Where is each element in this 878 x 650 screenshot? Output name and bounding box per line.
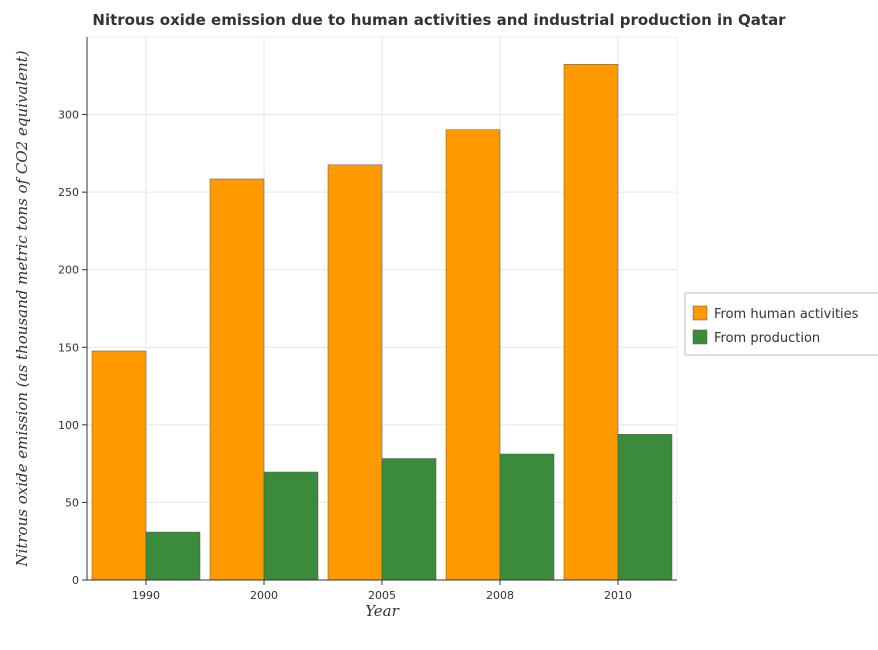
x-axis-label: Year <box>365 602 399 620</box>
bar-production-2000 <box>264 472 318 580</box>
bar-human-activities-2010 <box>564 64 618 580</box>
legend-swatch <box>693 306 707 320</box>
y-tick-label: 300 <box>58 109 79 122</box>
x-ticks: 1990 2000 2005 2008 2010 <box>132 580 632 602</box>
y-tick-label: 100 <box>58 419 79 432</box>
x-tick-label: 2000 <box>250 589 278 602</box>
bar-human-activities-1990 <box>92 351 146 580</box>
legend-swatch <box>693 330 707 344</box>
bar-production-2010 <box>618 434 672 580</box>
y-tick-label: 0 <box>72 574 79 587</box>
bar-production-2005 <box>382 459 436 580</box>
chart-title: Nitrous oxide emission due to human acti… <box>92 11 786 29</box>
y-axis-label: Nitrous oxide emission (as thousand metr… <box>13 50 31 567</box>
bar-human-activities-2008 <box>446 130 500 580</box>
legend-label: From production <box>714 331 820 346</box>
y-tick-label: 200 <box>58 264 79 277</box>
legend: From human activities From production <box>685 293 878 355</box>
bar-human-activities-2000 <box>210 179 264 580</box>
y-tick-label: 50 <box>65 496 79 509</box>
y-tick-label: 250 <box>58 186 79 199</box>
y-tick-label: 150 <box>58 341 79 354</box>
bar-production-1990 <box>146 532 200 580</box>
y-ticks: 0 50 100 150 200 250 300 <box>58 109 87 587</box>
x-tick-label: 2005 <box>368 589 396 602</box>
x-tick-label: 2008 <box>486 589 514 602</box>
x-tick-label: 1990 <box>132 589 160 602</box>
bar-human-activities-2005 <box>328 165 382 580</box>
legend-label: From human activities <box>714 307 859 322</box>
bar-production-2008 <box>500 454 554 580</box>
x-tick-label: 2010 <box>604 589 632 602</box>
